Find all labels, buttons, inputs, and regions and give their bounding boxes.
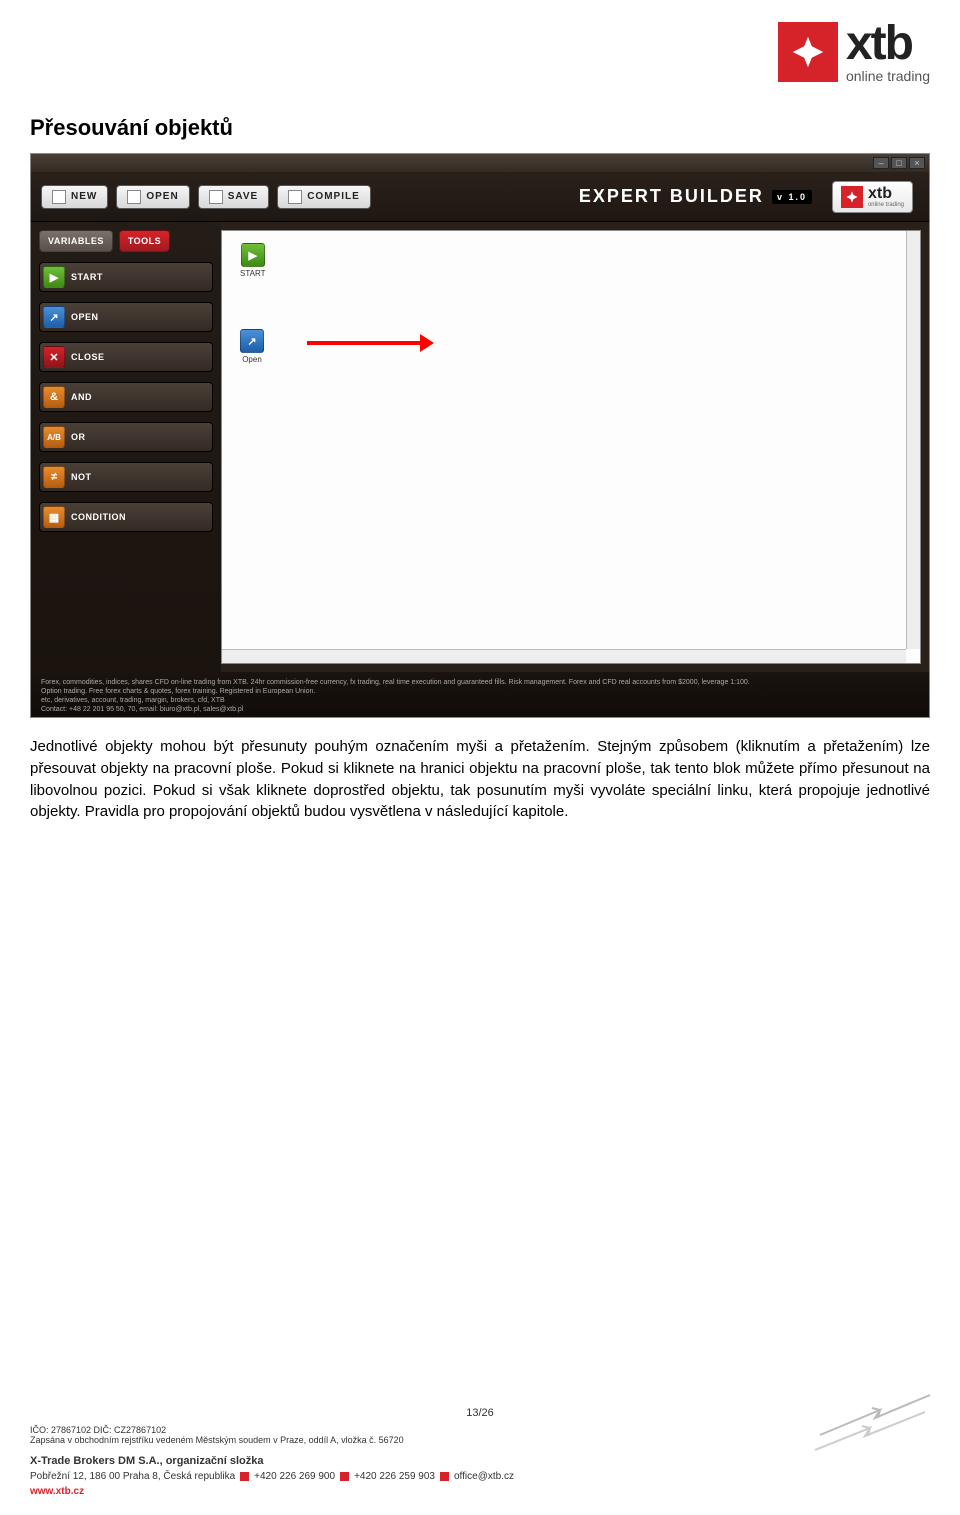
save-label: SAVE xyxy=(228,191,259,202)
open-button[interactable]: OPEN xyxy=(116,185,189,209)
footer-ico: IČO: 27867102 DIČ: CZ27867102 xyxy=(30,1425,930,1435)
tool-close[interactable]: ✕ CLOSE xyxy=(39,342,213,372)
save-button[interactable]: SAVE xyxy=(198,185,270,209)
mini-logo-square xyxy=(841,186,863,208)
main-header: NEW OPEN SAVE COMPILE EXPERT BUILDER v 1… xyxy=(31,172,929,222)
footer-line-1: Forex, commodities, indices, shares CFD … xyxy=(41,678,919,687)
scrollbar-vertical[interactable] xyxy=(906,231,920,649)
tab-variables[interactable]: VARIABLES xyxy=(39,230,113,252)
maximize-button[interactable]: □ xyxy=(891,157,907,169)
open-icon: ↗ xyxy=(43,306,65,328)
or-icon: A/B xyxy=(43,426,65,448)
mini-logo-sub: online trading xyxy=(868,202,904,208)
brand-tagline: online trading xyxy=(846,68,930,84)
footer-phone2: +420 226 259 903 xyxy=(354,1471,435,1482)
tool-label: START xyxy=(71,272,103,282)
open-node-icon: ↗ xyxy=(240,329,264,353)
brand-name: xtb xyxy=(846,20,930,68)
tool-label: NOT xyxy=(71,472,92,482)
tool-start[interactable]: ▶ START xyxy=(39,262,213,292)
work-area: VARIABLES TOOLS ▶START↗OPEN✕CLOSE&ANDA/B… xyxy=(31,222,929,672)
tool-or[interactable]: A/B OR xyxy=(39,422,213,452)
tool-and[interactable]: &AND xyxy=(39,382,213,412)
minimize-button[interactable]: – xyxy=(873,157,889,169)
email-icon xyxy=(440,1472,449,1481)
footer-registration: Zapsána v obchodním rejstříku vedeném Mě… xyxy=(30,1435,930,1445)
version-badge: v 1.0 xyxy=(772,190,812,204)
phone-icon xyxy=(240,1472,249,1481)
tool-label: AND xyxy=(71,392,92,402)
footer-contact: Pobřežní 12, 186 00 Praha 8, Česká repub… xyxy=(30,1471,930,1482)
tool-open[interactable]: ↗ OPEN xyxy=(39,302,213,332)
page-footer: 13/26 IČO: 27867102 DIČ: CZ27867102 Zaps… xyxy=(30,1407,930,1497)
condition-icon: ▦ xyxy=(43,506,65,528)
star-icon xyxy=(789,33,827,71)
scrollbar-horizontal[interactable] xyxy=(222,649,906,663)
and-icon: & xyxy=(43,386,65,408)
compile-button[interactable]: COMPILE xyxy=(277,185,371,209)
start-icon: ▶ xyxy=(43,266,65,288)
canvas-node-label: Open xyxy=(242,355,262,364)
tool-not[interactable]: ≠ NOT xyxy=(39,462,213,492)
app-title: EXPERT BUILDER v 1.0 xyxy=(579,186,812,207)
brand-text: xtb online trading xyxy=(846,20,930,84)
canvas[interactable]: ▶ START ↗ Open xyxy=(221,230,921,664)
footer-phone1: +420 226 269 900 xyxy=(254,1471,335,1482)
tool-condition[interactable]: ▦ CONDITION xyxy=(39,502,213,532)
save-icon xyxy=(209,190,223,204)
open-label: OPEN xyxy=(146,191,178,202)
new-icon xyxy=(52,190,66,204)
canvas-node-start[interactable]: ▶ START xyxy=(240,243,265,278)
compile-icon xyxy=(288,190,302,204)
canvas-node-open[interactable]: ↗ Open xyxy=(240,329,264,364)
close-icon: ✕ xyxy=(43,346,65,368)
sidebar-tools-list: ▶START↗OPEN✕CLOSE&ANDA/BOR≠NOT▦CONDITION xyxy=(39,262,213,532)
brand-logo-square xyxy=(778,22,838,82)
tool-label: CONDITION xyxy=(71,512,126,522)
open-icon xyxy=(127,190,141,204)
star-icon xyxy=(845,190,859,204)
start-node-icon: ▶ xyxy=(241,243,265,267)
tool-label: OPEN xyxy=(71,312,99,322)
new-label: NEW xyxy=(71,191,97,202)
body-paragraph: Jednotlivé objekty mohou být přesunuty p… xyxy=(30,736,930,823)
app-screenshot: – □ × NEW OPEN SAVE COMPILE EXPERT BUILD… xyxy=(30,153,930,718)
page-number: 13/26 xyxy=(30,1407,930,1419)
footer-line-3: etc, derivatives, account, trading, marg… xyxy=(41,696,919,705)
fax-icon xyxy=(340,1472,349,1481)
canvas-node-label: START xyxy=(240,269,265,278)
brand-logo: xtb online trading xyxy=(778,20,930,84)
compile-label: COMPILE xyxy=(307,191,360,202)
titlebar: – □ × xyxy=(31,154,929,172)
tool-label: OR xyxy=(71,432,86,442)
mini-logo: xtb online trading xyxy=(832,181,913,213)
footer-company: X-Trade Brokers DM S.A., organizační slo… xyxy=(30,1455,930,1467)
sidebar: VARIABLES TOOLS ▶START↗OPEN✕CLOSE&ANDA/B… xyxy=(31,222,221,672)
footer-address: Pobřežní 12, 186 00 Praha 8, Česká repub… xyxy=(30,1471,235,1482)
section-title: Přesouvání objektů xyxy=(30,115,930,141)
footer-url: www.xtb.cz xyxy=(30,1486,930,1497)
new-button[interactable]: NEW xyxy=(41,185,108,209)
mini-logo-name: xtb xyxy=(868,186,904,202)
footer-email: office@xtb.cz xyxy=(454,1471,514,1482)
app-title-text: EXPERT BUILDER xyxy=(579,186,764,207)
footer-line-4: Contact: +48 22 201 95 50, 70, email: bi… xyxy=(41,705,919,714)
footer-line-2: Option trading. Free forex charts & quot… xyxy=(41,687,919,696)
sidebar-tab-row: VARIABLES TOOLS xyxy=(39,230,213,252)
mini-logo-text: xtb online trading xyxy=(868,186,904,208)
red-arrow-annotation xyxy=(307,341,422,345)
close-button[interactable]: × xyxy=(909,157,925,169)
tool-label: CLOSE xyxy=(71,352,105,362)
screenshot-footer: Forex, commodities, indices, shares CFD … xyxy=(31,672,929,718)
not-icon: ≠ xyxy=(43,466,65,488)
tab-tools[interactable]: TOOLS xyxy=(119,230,170,252)
